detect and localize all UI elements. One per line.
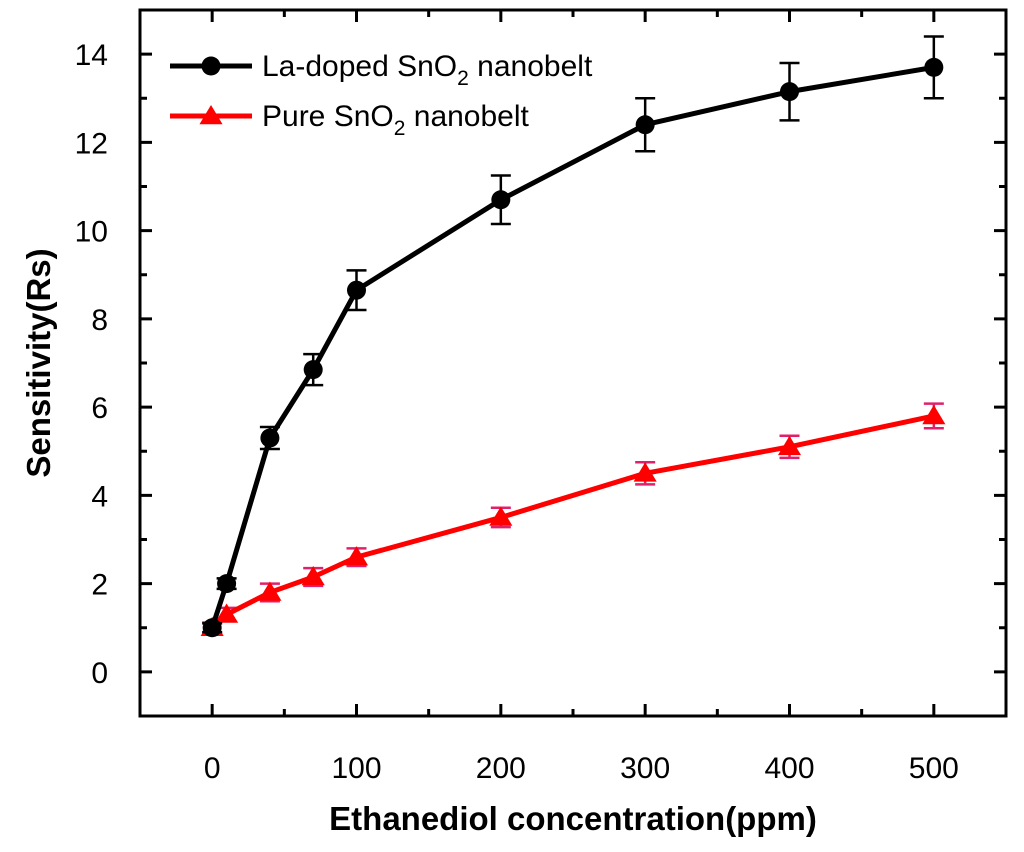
y-tick-label: 12 (75, 127, 108, 160)
data-point (303, 360, 323, 380)
legend-item: Pure SnO2 nanobelt (170, 100, 530, 140)
data-point (217, 574, 237, 594)
y-tick-label: 2 (91, 569, 108, 602)
y-tick-label: 4 (91, 480, 108, 513)
data-point (301, 566, 325, 586)
x-tick-label: 500 (909, 752, 959, 785)
legend-label: Pure SnO2 nanobelt (262, 100, 530, 140)
data-point (780, 82, 799, 102)
series-la-doped (202, 35, 944, 638)
data-point (491, 190, 511, 210)
data-point (215, 603, 239, 623)
data-point (777, 435, 802, 456)
legend-label: La-doped SnO2 nanobelt (262, 50, 593, 90)
y-tick-label: 6 (91, 392, 108, 425)
series-line (210, 413, 935, 630)
y-tick-label: 0 (91, 657, 108, 690)
data-point (260, 428, 280, 448)
data-point (924, 57, 944, 77)
y-tick-label: 8 (91, 304, 108, 337)
y-tick-label: 14 (75, 39, 108, 72)
data-point (922, 404, 946, 425)
data-point (635, 115, 655, 135)
data-point (201, 56, 221, 76)
series-pure (200, 402, 946, 636)
x-tick-label: 200 (476, 752, 526, 785)
legend-item: La-doped SnO2 nanobelt (170, 50, 593, 90)
x-tick-label: 300 (620, 752, 670, 785)
tick-labels: 0 100 200 300 400 500 0 2 4 6 8 10 12 14 (75, 39, 959, 785)
x-tick-label: 100 (331, 752, 381, 785)
x-tick-label: 400 (764, 752, 814, 785)
y-tick-label: 10 (75, 216, 108, 249)
data-point (344, 546, 369, 566)
data-point (202, 618, 222, 638)
y-axis-title: Sensitivity(Rs) (20, 248, 57, 477)
data-point (489, 506, 513, 526)
data-point (347, 280, 366, 300)
x-axis-title: Ethanediol concentration(ppm) (329, 800, 817, 837)
axis-ticks (140, 10, 1006, 716)
data-point (258, 581, 282, 601)
series-line (209, 64, 935, 629)
x-tick-label: 0 (204, 752, 221, 785)
data-point (199, 105, 223, 125)
legend: La-doped SnO2 nanobelt Pure SnO2 nanobelt (170, 50, 593, 140)
series-layer (200, 35, 946, 638)
data-point (633, 462, 657, 482)
